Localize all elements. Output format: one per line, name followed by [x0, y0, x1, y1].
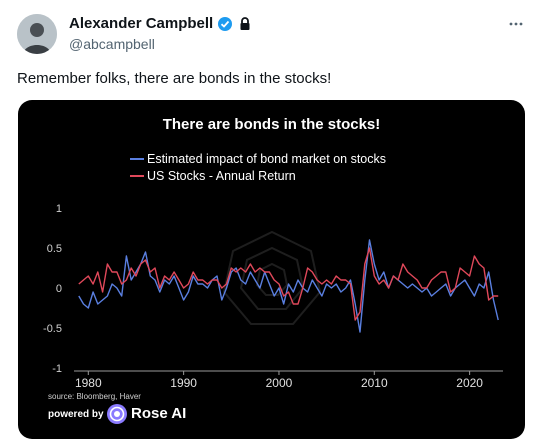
- x-tick-label: 2020: [456, 376, 483, 390]
- y-tick-label: -0.5: [43, 323, 62, 335]
- display-name[interactable]: Alexander Campbell: [69, 15, 214, 32]
- y-tick-label: 0: [56, 283, 62, 295]
- avatar-image: [17, 14, 57, 54]
- author-row: Alexander Campbell: [69, 15, 253, 32]
- legend-label: US Stocks - Annual Return: [147, 169, 296, 183]
- axes: 1 0.5 0 -0.5 -1 1980 1990 2000 2010 2020: [43, 203, 503, 390]
- x-tick-label: 2000: [266, 376, 293, 390]
- tweet-media[interactable]: There are bonds in the stocks! Estimated…: [18, 100, 525, 439]
- legend: Estimated impact of bond market on stock…: [130, 152, 386, 183]
- handle[interactable]: @abcampbell: [69, 36, 155, 52]
- y-tick-label: 1: [56, 203, 62, 215]
- line-chart: Estimated impact of bond market on stock…: [43, 152, 503, 390]
- x-tick-label: 2010: [361, 376, 388, 390]
- verified-icon: [217, 16, 233, 32]
- chart-title: There are bonds in the stocks!: [162, 116, 381, 133]
- legend-label: Estimated impact of bond market on stock…: [147, 152, 386, 166]
- source-note: source: Bloomberg, Haver: [48, 392, 141, 401]
- lock-icon: [237, 16, 253, 32]
- rose-logo-icon: [106, 403, 128, 425]
- series-line: [78, 239, 499, 333]
- more-icon[interactable]: [506, 14, 526, 34]
- avatar[interactable]: [17, 14, 57, 54]
- brand-name: Rose AI: [131, 405, 187, 422]
- x-tick-label: 1980: [75, 376, 102, 390]
- series-lines: [78, 239, 499, 333]
- y-tick-label: 0.5: [47, 243, 62, 255]
- watermark-icon: [222, 230, 322, 325]
- y-tick-label: -1: [52, 363, 62, 375]
- series-line: [78, 247, 499, 321]
- x-tick-label: 1990: [170, 376, 197, 390]
- tweet-text: Remember folks, there are bonds in the s…: [17, 70, 332, 87]
- powered-by-label: powered by: [48, 409, 104, 420]
